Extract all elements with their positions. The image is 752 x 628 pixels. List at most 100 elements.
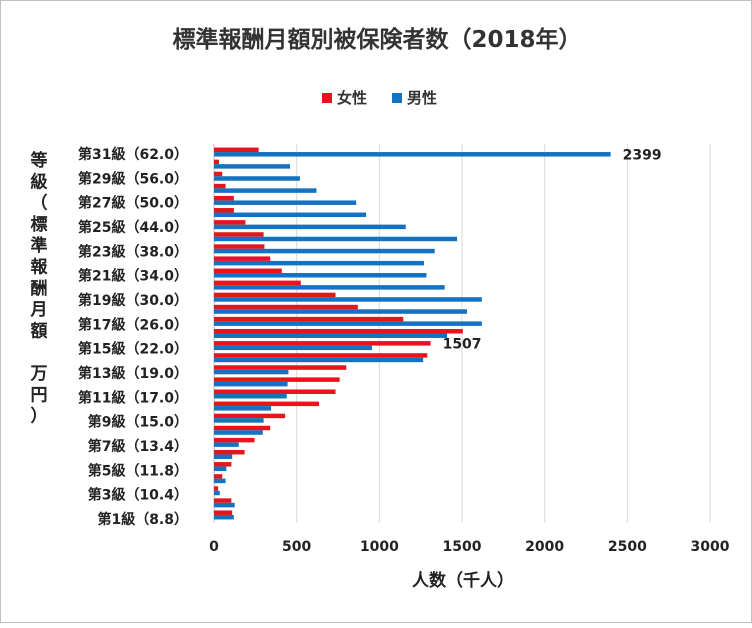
bar-male-grade-28 [214,188,317,193]
legend-swatch-male [392,93,402,103]
y-axis-title-char: 級 [31,171,48,192]
chart-title: 標準報酬月額別被保険者数（2018年） [172,26,581,53]
x-tick-label: 2000 [525,539,564,555]
bar-male-grade-16 [214,333,448,338]
y-axis-title-char: 酬 [31,279,48,299]
y-axis-title-char: 準 [31,235,48,256]
bar-male-grade-1 [214,514,234,520]
bar-female-grade-19 [214,292,336,298]
bar-male-grade-26 [214,212,367,218]
y-axis-title-char: 月 [30,300,48,320]
bar-female-grade-17 [214,316,404,322]
category-label: 第11級（17.0） [78,389,188,406]
bar-female-grade-5 [214,462,232,467]
bar-female-grade-27 [214,195,234,201]
bar-female-grade-30 [214,159,219,165]
y-axis-title-char: 額 [30,320,48,341]
bar-female-grade-24 [214,232,264,237]
category-label: 第25級（44.0） [78,219,188,236]
category-label: 第3級（10.4） [88,487,188,504]
bar-male-grade-30 [214,164,291,169]
x-axis-title: 人数（千人） [412,570,514,591]
bar-female-grade-11 [214,389,336,394]
bar-male-grade-21 [214,273,427,278]
bar-male-grade-2 [214,502,235,508]
bar-female-grade-16 [214,329,463,334]
bar-female-grade-23 [214,244,265,249]
y-axis-title-char: ） [31,406,48,427]
legend-label-male: 男性 [407,89,437,107]
y-axis-title-char: 等 [31,150,48,171]
category-label: 第27級（50.0） [78,195,188,212]
category-label: 第19級（30.0） [78,292,188,309]
bar-female-grade-9 [214,413,286,419]
legend-swatch-female [322,93,332,103]
bar-female-grade-12 [214,377,340,382]
bar-female-grade-29 [214,171,223,177]
x-tick-label: 2500 [608,539,647,555]
category-label: 第29級（56.0） [78,170,188,187]
bar-female-grade-25 [214,220,246,225]
bar-female-grade-31 [214,147,259,153]
bar-female-grade-13 [214,365,347,370]
bar-female-grade-7 [214,437,255,443]
category-labels: 第1級（8.8） 第3級（10.4） 第5級（11.8） 第7級（13.4） 第9級（1… [78,146,188,528]
bar-male-grade-25 [214,224,406,230]
category-label: 第23級（38.0） [78,243,188,260]
bar-male-grade-6 [214,454,233,459]
bar-male-grade-24 [214,236,458,242]
x-tick-label: 0 [209,539,219,555]
bar-female-grade-28 [214,183,226,189]
bar-male-grade-10 [214,406,272,411]
category-label: 第15級（22.0） [78,341,188,358]
category-label: 第17級（26.0） [78,316,188,333]
y-axis-title-char: 円 [31,385,48,405]
category-label: 第5級（11.8） [88,462,188,479]
y-axis-title-char: （ [31,193,48,214]
bar-female-grade-3 [214,486,219,491]
bar-male-grade-4 [214,478,226,484]
legend-label-female: 女性 [337,89,367,107]
x-tick-label: 1500 [443,539,482,555]
bar-male-grade-23 [214,248,435,254]
bar-male-grade-7 [214,442,239,447]
bar-male-grade-15 [214,345,372,351]
category-label: 第31級（62.0） [78,146,188,163]
bar-male-grade-22 [214,260,424,266]
bar-female-grade-22 [214,256,271,261]
bar-male-grade-29 [214,176,300,181]
bar-female-grade-15 [214,341,431,346]
category-label: 第21級（34.0） [78,268,188,285]
x-tick-label: 3000 [691,539,730,555]
bar-female-grade-21 [214,268,282,274]
bars [214,147,611,520]
y-axis-title-char: 標 [31,214,48,235]
bar-female-grade-4 [214,474,223,479]
bar-female-grade-26 [214,208,234,213]
bar-female-grade-1 [214,510,233,515]
bar-male-grade-17 [214,321,482,326]
category-label: 第9級（15.0） [88,414,188,431]
bar-male-grade-11 [214,393,287,399]
bar-male-grade-19 [214,297,482,302]
legend: 女性 男性 [322,89,437,107]
x-tick-label: 500 [282,539,311,555]
data-label: 2399 [623,147,662,163]
bar-female-grade-10 [214,401,319,407]
bar-male-grade-20 [214,285,445,290]
bar-female-grade-14 [214,353,428,358]
x-tick-label: 1000 [360,539,399,555]
bar-male-grade-14 [214,357,424,363]
bar-male-grade-3 [214,490,220,496]
category-label: 第7級（13.4） [88,438,188,455]
category-label: 第13級（19.0） [78,365,188,382]
bar-female-grade-18 [214,304,358,310]
y-axis-title-char: 万 [30,364,48,384]
bar-male-grade-18 [214,309,467,314]
data-label: 1507 [443,336,482,352]
data-labels: 2399 1507 [443,147,662,352]
bar-male-grade-12 [214,381,288,387]
